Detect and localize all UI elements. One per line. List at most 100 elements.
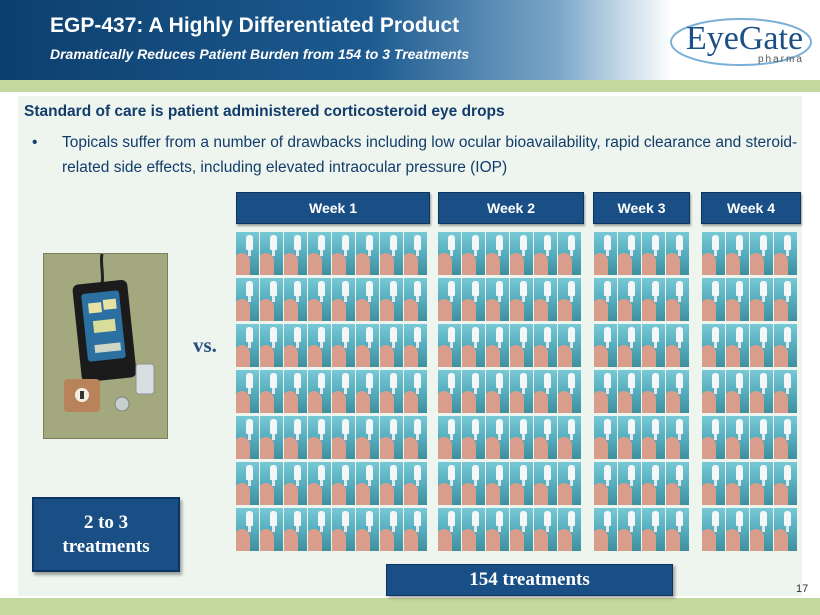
eyedrop-image xyxy=(702,232,725,275)
eyedrop-image xyxy=(750,324,773,367)
eyedrop-image xyxy=(486,508,509,551)
eyedrop-image xyxy=(236,278,259,321)
eyedrop-image xyxy=(404,416,427,459)
eyedrop-image xyxy=(332,278,355,321)
eyedrop-image xyxy=(486,370,509,413)
week-1-eyedrop-grid xyxy=(236,232,427,551)
eyedrop-image xyxy=(726,370,749,413)
eyedrop-image xyxy=(510,370,533,413)
logo-sub: pharma xyxy=(758,54,804,65)
eyedrop-image xyxy=(486,462,509,505)
eyedrop-image xyxy=(774,324,797,367)
eyedrop-image xyxy=(750,370,773,413)
eyedrop-image xyxy=(558,324,581,367)
eyedrop-image xyxy=(774,508,797,551)
eyedrop-image xyxy=(438,370,461,413)
device-treatments-label: treatments xyxy=(62,535,150,557)
eyedrop-image xyxy=(666,370,689,413)
week-2-label: Week 2 xyxy=(438,192,584,224)
eyedrop-image xyxy=(774,462,797,505)
device-image xyxy=(44,254,167,438)
eyedrop-image xyxy=(534,278,557,321)
eyedrop-image xyxy=(260,232,283,275)
week-3-eyedrop-grid xyxy=(594,232,689,551)
eyedrop-image xyxy=(308,462,331,505)
eyedrop-image xyxy=(260,324,283,367)
eyedrop-image xyxy=(774,278,797,321)
eyedrop-image xyxy=(308,278,331,321)
eyedrop-image xyxy=(332,416,355,459)
eyedrop-image xyxy=(594,278,617,321)
eyedrop-image xyxy=(666,278,689,321)
eyedrop-image xyxy=(618,508,641,551)
eyedrop-image xyxy=(642,232,665,275)
slide-title: EGP-437: A Highly Differentiated Product xyxy=(50,14,460,37)
eyedrop-image xyxy=(260,462,283,505)
eyedrop-image xyxy=(594,462,617,505)
eyedrop-image xyxy=(486,324,509,367)
eyedrop-image xyxy=(284,232,307,275)
eyedrop-image xyxy=(284,508,307,551)
eyedrop-image xyxy=(356,508,379,551)
week-4-eyedrop-grid xyxy=(702,232,797,551)
eyedrop-image xyxy=(642,508,665,551)
eyedrop-image xyxy=(462,416,485,459)
bullet-point: • Topicals suffer from a number of drawb… xyxy=(32,130,802,180)
eyedrop-image xyxy=(236,370,259,413)
eyedrop-image xyxy=(510,462,533,505)
eyedrop-image xyxy=(534,416,557,459)
eyedrop-image xyxy=(332,324,355,367)
eyedrop-image xyxy=(404,324,427,367)
eyedrop-image xyxy=(642,278,665,321)
eyedrop-image xyxy=(356,232,379,275)
eyedrop-image xyxy=(356,324,379,367)
week-1-label: Week 1 xyxy=(236,192,430,224)
eyedrop-image xyxy=(284,370,307,413)
eyedrop-image xyxy=(404,278,427,321)
logo-name: EyeGate xyxy=(686,20,804,57)
eyedrop-image xyxy=(260,416,283,459)
eyedrop-image xyxy=(750,462,773,505)
eyedrop-image xyxy=(486,232,509,275)
eyedrop-image xyxy=(462,278,485,321)
eyedrop-image xyxy=(356,370,379,413)
eyedrop-image xyxy=(534,232,557,275)
eyedrop-image xyxy=(308,508,331,551)
eyedrop-image xyxy=(750,508,773,551)
eyedrop-image xyxy=(380,278,403,321)
eyedrop-image xyxy=(702,278,725,321)
eyedrop-image xyxy=(642,370,665,413)
eyedrop-image xyxy=(284,324,307,367)
eyedrop-image xyxy=(380,416,403,459)
eyedrop-image xyxy=(380,370,403,413)
week-4-label: Week 4 xyxy=(701,192,801,224)
eyedrop-image xyxy=(438,324,461,367)
eyedrop-image xyxy=(534,508,557,551)
eyedrop-image xyxy=(666,462,689,505)
eyedrop-image xyxy=(438,508,461,551)
eyedrop-image xyxy=(666,416,689,459)
device-treatments-count: 2 to 3 xyxy=(83,511,129,533)
eyedrop-image xyxy=(666,232,689,275)
eyedrop-image xyxy=(594,416,617,459)
eyedrop-image xyxy=(726,416,749,459)
eyedrop-image xyxy=(236,508,259,551)
eyedrop-image xyxy=(486,278,509,321)
eyedrop-image xyxy=(510,232,533,275)
eyedrop-image xyxy=(404,508,427,551)
eyedrop-image xyxy=(356,278,379,321)
eyedrop-image xyxy=(260,508,283,551)
eyedrop-image xyxy=(510,324,533,367)
eyedrop-image xyxy=(308,370,331,413)
eyedrop-image xyxy=(702,370,725,413)
eyedrop-image xyxy=(594,324,617,367)
eyedrop-image xyxy=(750,232,773,275)
eyedrop-image xyxy=(618,324,641,367)
eyedrop-image xyxy=(594,370,617,413)
eyedrop-image xyxy=(534,370,557,413)
section-heading: Standard of care is patient administered… xyxy=(24,103,505,120)
eyedrop-image xyxy=(510,416,533,459)
iontophoresis-device-photo xyxy=(43,253,168,439)
eyedrop-image xyxy=(558,278,581,321)
footer-accent-band xyxy=(0,598,820,615)
